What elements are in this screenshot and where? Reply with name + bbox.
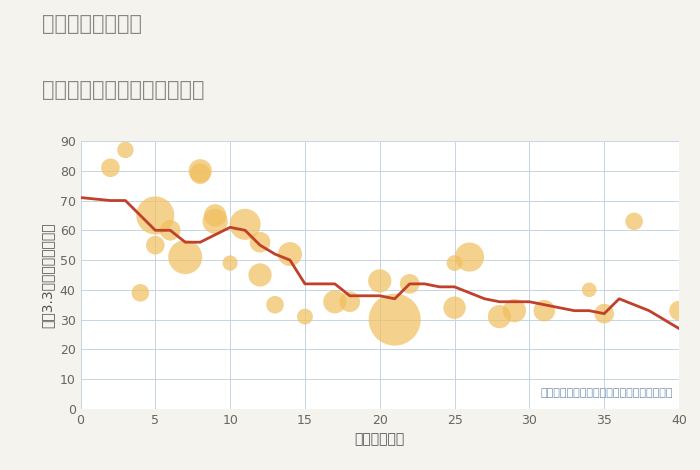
Point bbox=[255, 271, 266, 279]
Point bbox=[120, 146, 131, 154]
Point bbox=[150, 242, 161, 249]
Point bbox=[300, 313, 311, 321]
Point bbox=[180, 253, 191, 261]
Point bbox=[584, 286, 595, 294]
Point bbox=[494, 313, 505, 321]
Text: 円の大きさは、取引のあった物件面積を示す: 円の大きさは、取引のあった物件面積を示す bbox=[540, 388, 673, 398]
Point bbox=[105, 164, 116, 172]
Point bbox=[629, 218, 640, 225]
Point bbox=[374, 277, 385, 285]
Point bbox=[464, 253, 475, 261]
Text: 築年数別中古マンション価格: 築年数別中古マンション価格 bbox=[42, 80, 204, 100]
Point bbox=[239, 220, 251, 228]
Point bbox=[509, 307, 520, 314]
Point bbox=[209, 212, 220, 219]
Text: 千葉県野田市桜木: 千葉県野田市桜木 bbox=[42, 14, 142, 34]
Point bbox=[404, 280, 415, 288]
Point bbox=[344, 298, 356, 306]
Point bbox=[164, 227, 176, 234]
Point bbox=[209, 218, 220, 225]
Point bbox=[134, 289, 146, 297]
Point bbox=[270, 301, 281, 308]
Point bbox=[673, 307, 685, 314]
Point bbox=[284, 251, 295, 258]
X-axis label: 築年数（年）: 築年数（年） bbox=[355, 432, 405, 446]
Point bbox=[195, 167, 206, 174]
Point bbox=[449, 259, 460, 267]
Point bbox=[195, 170, 206, 178]
Point bbox=[150, 212, 161, 219]
Point bbox=[225, 259, 236, 267]
Point bbox=[389, 316, 400, 323]
Point bbox=[539, 307, 550, 314]
Point bbox=[329, 298, 340, 306]
Point bbox=[598, 310, 610, 317]
Point bbox=[449, 304, 460, 312]
Y-axis label: 坪（3.3㎡）単価（万円）: 坪（3.3㎡）単価（万円） bbox=[40, 222, 54, 328]
Point bbox=[255, 238, 266, 246]
